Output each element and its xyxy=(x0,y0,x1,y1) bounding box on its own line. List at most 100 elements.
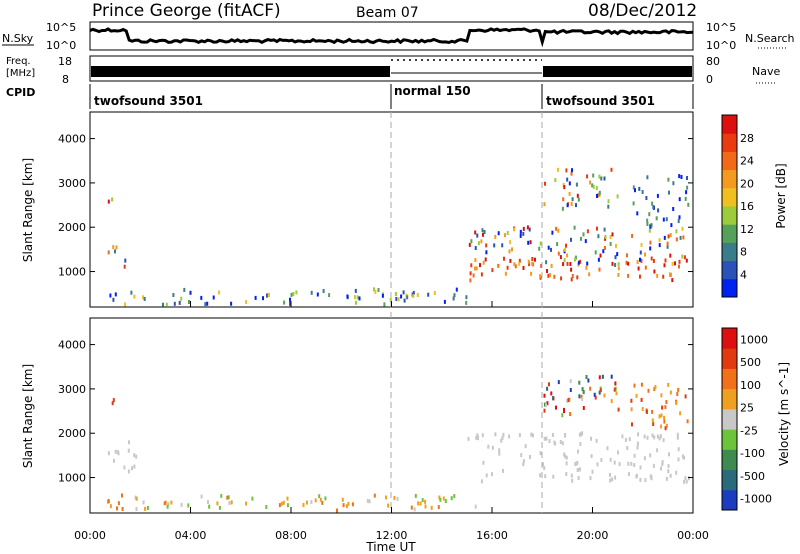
colorbar-tick-label: 100 xyxy=(740,379,761,392)
heatmap-cell xyxy=(646,435,649,440)
heatmap-cell xyxy=(474,230,477,235)
heatmap-cell xyxy=(121,507,124,511)
heatmap-cell xyxy=(627,461,630,466)
heatmap-cell xyxy=(557,380,560,385)
power-panel: 1000 2000 3000 4000 Slant Range [km] xyxy=(21,111,694,308)
heatmap-cell xyxy=(115,245,118,250)
heatmap-cell xyxy=(573,225,576,230)
heatmap-cell xyxy=(544,474,547,479)
colorbar-tick-label: 20 xyxy=(740,177,754,190)
heatmap-cell xyxy=(143,297,146,301)
heatmap-cell xyxy=(543,202,546,207)
heatmap-cell xyxy=(522,231,525,236)
nsky-tick-top: 10^5 xyxy=(46,21,76,34)
heatmap-cell xyxy=(112,398,115,403)
heatmap-cell xyxy=(579,441,582,446)
heatmap-cell xyxy=(570,171,573,176)
heatmap-cell xyxy=(617,262,620,267)
heatmap-cell xyxy=(651,409,654,414)
heatmap-cell xyxy=(678,264,680,269)
heatmap-cell xyxy=(636,445,639,450)
heatmap-cell xyxy=(680,175,683,179)
heatmap-cell xyxy=(577,449,579,454)
heatmap-cell xyxy=(200,494,203,499)
heatmap-cell xyxy=(569,412,572,416)
heatmap-cell xyxy=(596,226,598,231)
heatmap-cell xyxy=(599,388,602,393)
y-tick-label: 3000 xyxy=(58,177,86,190)
heatmap-cell xyxy=(603,246,606,250)
power-colorbar-label: Power [dB] xyxy=(774,163,788,228)
heatmap-cell xyxy=(659,434,662,439)
heatmap-cell xyxy=(676,392,679,396)
heatmap-cell xyxy=(437,505,440,510)
heatmap-cell xyxy=(345,504,348,509)
heatmap-cell xyxy=(638,186,641,191)
heatmap-cell xyxy=(142,295,145,300)
heatmap-cell xyxy=(508,434,511,439)
heatmap-cell xyxy=(671,278,674,283)
heatmap-cell xyxy=(587,378,590,383)
colorbar-swatch xyxy=(722,115,737,134)
heatmap-cell xyxy=(661,460,664,464)
heatmap-cell xyxy=(584,239,587,244)
y-tick-label: 2000 xyxy=(58,427,86,440)
heatmap-cell xyxy=(412,294,415,299)
y-tick-label: 4000 xyxy=(58,133,86,146)
heatmap-cell xyxy=(574,461,577,466)
colorbar-tick-label: 4 xyxy=(740,268,747,281)
heatmap-cell xyxy=(598,174,601,179)
heatmap-cell xyxy=(180,502,183,507)
heatmap-cell xyxy=(290,292,293,297)
heatmap-cell xyxy=(660,393,663,398)
heatmap-cell xyxy=(469,271,472,276)
heatmap-cell xyxy=(480,479,483,484)
heatmap-cell xyxy=(245,300,248,305)
heatmap-cell xyxy=(530,271,533,276)
velocity-panel: 1000 2000 3000 4000 Slant Range [km] xyxy=(21,317,694,514)
heatmap-cell xyxy=(580,394,583,399)
x-tick-label: 04:00 xyxy=(175,529,207,542)
beam-label: Beam 07 xyxy=(356,5,419,21)
heatmap-cell xyxy=(498,448,501,453)
heatmap-cell xyxy=(142,500,145,505)
heatmap-cell xyxy=(549,273,552,278)
heatmap-cell xyxy=(282,500,285,505)
heatmap-cell xyxy=(594,250,597,255)
time-axis: 00:00 04:00 08:00 12:00 16:00 20:00 00:00 xyxy=(74,301,709,542)
cpid-segment-2: normal 150 xyxy=(394,84,471,98)
date-label: 08/Dec/2012 xyxy=(588,1,697,21)
heatmap-cell xyxy=(667,464,670,468)
heatmap-cell xyxy=(621,434,624,439)
heatmap-cell xyxy=(667,177,670,182)
heatmap-cell xyxy=(660,424,663,429)
x-tick-label: 08:00 xyxy=(275,529,307,542)
colorbar-swatch xyxy=(722,469,737,491)
heatmap-cell xyxy=(513,227,516,232)
heatmap-cell xyxy=(591,469,594,474)
heatmap-cell xyxy=(497,263,500,268)
heatmap-cell xyxy=(658,243,661,248)
heatmap-cell xyxy=(631,422,633,427)
heatmap-cell xyxy=(522,266,525,270)
colorbar-swatch xyxy=(722,348,737,369)
colorbar-swatch xyxy=(722,260,737,280)
heatmap-cell xyxy=(324,496,327,501)
heatmap-cell xyxy=(611,477,614,482)
heatmap-cell xyxy=(648,212,651,217)
heatmap-cell xyxy=(373,287,375,292)
colorbar-tick-label: -1000 xyxy=(740,493,772,506)
heatmap-cell xyxy=(412,290,415,295)
heatmap-cell xyxy=(394,292,397,296)
heatmap-cell xyxy=(586,261,589,266)
heatmap-cell xyxy=(124,258,127,263)
y-tick-label: 4000 xyxy=(58,339,86,352)
heatmap-cell xyxy=(227,495,230,500)
heatmap-cell xyxy=(683,255,686,260)
heatmap-cell xyxy=(165,302,168,307)
nsky-label: N.Sky xyxy=(2,32,34,45)
heatmap-cell xyxy=(596,194,598,198)
heatmap-cell xyxy=(552,474,555,479)
heatmap-cell xyxy=(639,257,641,262)
heatmap-cell xyxy=(592,184,595,189)
